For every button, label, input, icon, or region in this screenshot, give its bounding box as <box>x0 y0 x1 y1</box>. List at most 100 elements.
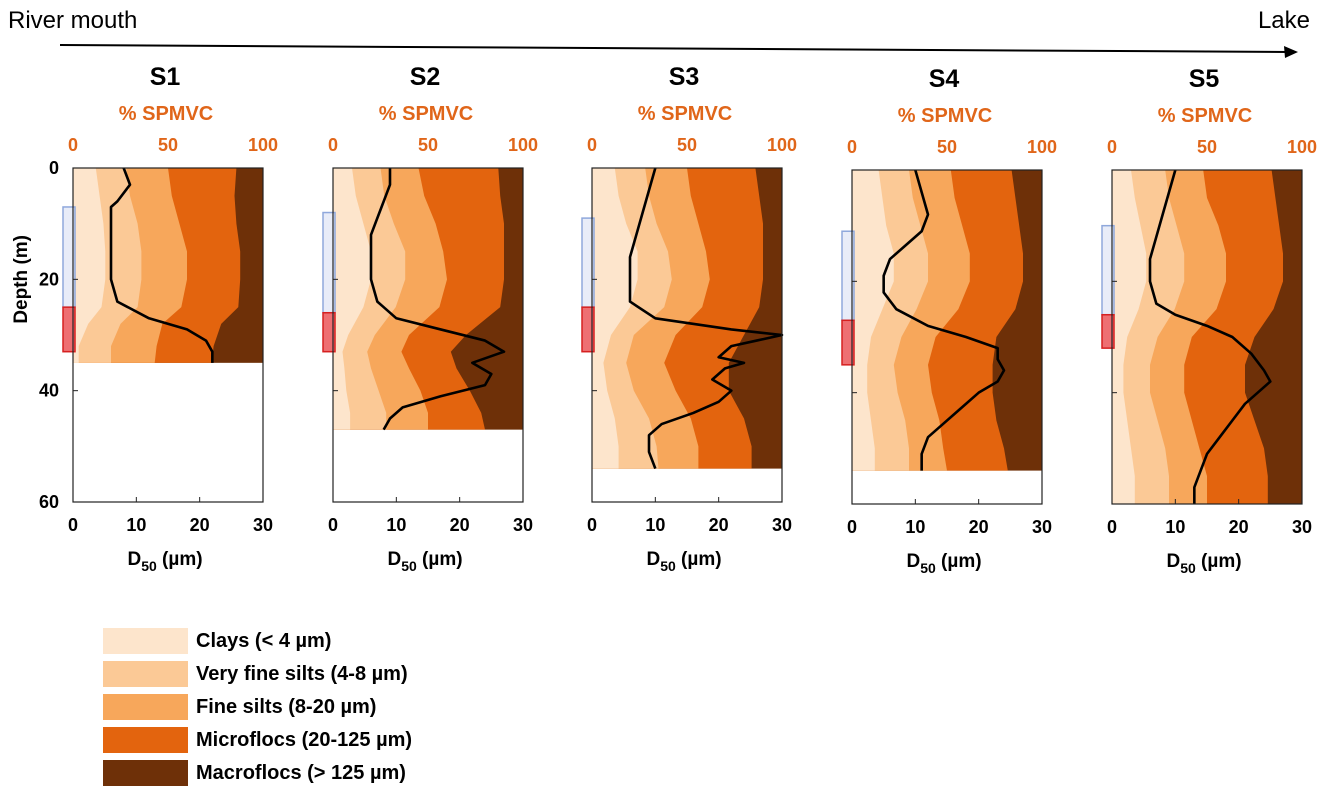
panel-s4-red-zone <box>841 319 855 366</box>
panel-s1-red-zone <box>62 306 76 353</box>
panel-s5-title: S5 <box>1189 65 1220 93</box>
panel-s3-d50-line <box>628 167 784 470</box>
river-mouth-label: River mouth <box>8 7 137 34</box>
panel-s1-ylabel: Depth (m) <box>11 235 32 324</box>
panel-s2-x-tick-10: 10 <box>386 515 406 535</box>
panel-s4: S4 % SPMVC 0 50 100 0 10 20 30 D50 (µm) <box>841 65 1057 576</box>
panel-s1-x-tick-20: 20 <box>190 515 210 535</box>
panel-s3-xlabel: D50 (µm) <box>646 549 721 574</box>
panel-s5: S5 % SPMVC 0 50 100 0 10 20 30 D50 (µm) <box>1101 65 1317 576</box>
transect-arrow <box>59 44 1298 58</box>
panel-s4-d50-line <box>882 169 1006 471</box>
panel-s3-x-tick-10: 10 <box>645 515 665 535</box>
panel-s2-xlabel: D50 (µm) <box>387 549 462 574</box>
panel-s4-top-axis-label: % SPMVC <box>898 105 992 127</box>
panel-s1-y-tick-20: 20 <box>39 269 59 289</box>
panel-s1: S1 % SPMVC 0 50 100 0 10 20 30 0 20 40 60 D50 (µm) Dep… <box>11 63 278 574</box>
panel-s1-x-tick-30: 30 <box>253 515 273 535</box>
panel-s1-top-tick-50: 50 <box>158 135 178 155</box>
panel-s2-red-zone <box>322 311 336 353</box>
panel-s4-frame <box>851 169 1043 505</box>
panel-s4-xlabel: D50 (µm) <box>906 551 981 576</box>
panel-s2-top-tick-100: 100 <box>508 135 538 155</box>
legend: Clays (< 4 µm) Very fine silts (4-8 µm) … <box>103 626 523 786</box>
panel-s1-x-tick-10: 10 <box>126 515 146 535</box>
legend-label-fine-silts: Fine silts (8-20 µm) <box>196 695 377 718</box>
panel-s1-top-tick-100: 100 <box>248 135 278 155</box>
panel-s4-x-tick-30: 30 <box>1032 517 1052 537</box>
legend-swatch-macroflocs <box>103 760 188 786</box>
panel-s2-clays-area <box>333 168 371 430</box>
panel-s4-top-tick-50: 50 <box>937 137 957 157</box>
panel-s5-x-tick-20: 20 <box>1229 517 1249 537</box>
panel-s5-x-tick-30: 30 <box>1292 517 1312 537</box>
panel-s5-xlabel: D50 (µm) <box>1166 551 1241 576</box>
panel-s3-clays-area <box>592 168 638 469</box>
panel-s3-red-zone <box>581 306 595 353</box>
panel-s2-x-tick-20: 20 <box>450 515 470 535</box>
panel-s1-frame <box>72 167 264 503</box>
legend-swatch-clays <box>103 628 188 654</box>
panel-s1-title: S1 <box>150 63 181 91</box>
panel-s4-top-tick-0: 0 <box>847 137 857 157</box>
legend-item-microflocs: Microflocs (20-125 µm) <box>103 725 412 755</box>
panel-s3-top-tick-100: 100 <box>767 135 797 155</box>
panel-s1-top-axis-label: % SPMVC <box>119 103 213 125</box>
panel-s2-top-axis-label: % SPMVC <box>379 103 473 125</box>
panel-s5-top-tick-0: 0 <box>1107 137 1117 157</box>
panel-s4-top-tick-100: 100 <box>1027 137 1057 157</box>
legend-item-fine-silts: Fine silts (8-20 µm) <box>103 692 376 722</box>
panel-s3-top-tick-0: 0 <box>587 135 597 155</box>
panel-s1-clays-area <box>73 168 106 363</box>
panel-s2-d50-line <box>369 168 506 431</box>
panel-s4-x-tick-10: 10 <box>905 517 925 537</box>
panel-s2-title: S2 <box>410 63 441 91</box>
panel-s4-x-tick-0: 0 <box>847 517 857 537</box>
panel-s1-y-tick-0: 0 <box>49 158 59 178</box>
legend-item-clays: Clays (< 4 µm) <box>103 626 331 656</box>
panel-s2-x-tick-30: 30 <box>513 515 533 535</box>
panel-s4-clays-area <box>852 170 894 471</box>
legend-item-macroflocs: Macroflocs (> 125 µm) <box>103 758 406 788</box>
panel-s5-clays-area <box>1112 170 1147 504</box>
panel-s5-frame <box>1111 169 1303 505</box>
panel-s4-title: S4 <box>929 65 960 93</box>
panel-s1-top-tick-0: 0 <box>68 135 78 155</box>
panel-s5-d50-line <box>1148 169 1272 504</box>
panel-s1-xlabel: D50 (µm) <box>127 549 202 574</box>
panel-s2-x-tick-0: 0 <box>328 515 338 535</box>
panel-s3-x-tick-30: 30 <box>772 515 792 535</box>
panel-s1-x-tick-0: 0 <box>68 515 78 535</box>
legend-swatch-microflocs <box>103 727 188 753</box>
legend-label-macroflocs: Macroflocs (> 125 µm) <box>196 761 406 784</box>
panel-s5-top-axis-label: % SPMVC <box>1158 105 1252 127</box>
panel-s3-frame <box>591 167 783 503</box>
panel-s3-x-tick-0: 0 <box>587 515 597 535</box>
panel-s3: S3 % SPMVC 0 50 100 0 10 20 30 D50 (µm) <box>581 63 797 574</box>
panel-s5-x-tick-10: 10 <box>1165 517 1185 537</box>
panel-s1-y-tick-40: 40 <box>39 381 59 401</box>
legend-item-very-fine-silts: Very fine silts (4-8 µm) <box>103 659 408 689</box>
panel-s5-red-zone <box>1101 313 1115 349</box>
panel-s2: S2 % SPMVC 0 50 100 0 10 20 30 D50 (µm) <box>322 63 538 574</box>
panel-s3-x-tick-20: 20 <box>709 515 729 535</box>
panel-s3-title: S3 <box>669 63 700 91</box>
lake-label: Lake <box>1258 7 1310 34</box>
legend-swatch-fine-silts <box>103 694 188 720</box>
panel-s2-top-tick-50: 50 <box>418 135 438 155</box>
legend-swatch-very-fine-silts <box>103 661 188 687</box>
legend-label-clays: Clays (< 4 µm) <box>196 629 332 652</box>
panel-s5-x-tick-0: 0 <box>1107 517 1117 537</box>
panel-s5-top-tick-100: 100 <box>1287 137 1317 157</box>
panel-s3-top-axis-label: % SPMVC <box>638 103 732 125</box>
panel-s4-x-tick-20: 20 <box>969 517 989 537</box>
panel-s2-frame <box>332 167 524 503</box>
panel-s3-top-tick-50: 50 <box>677 135 697 155</box>
legend-label-microflocs: Microflocs (20-125 µm) <box>196 728 413 751</box>
legend-label-very-fine-silts: Very fine silts (4-8 µm) <box>196 662 408 685</box>
panel-s5-top-tick-50: 50 <box>1197 137 1217 157</box>
panel-s1-y-tick-60: 60 <box>39 492 59 512</box>
panel-s2-top-tick-0: 0 <box>328 135 338 155</box>
